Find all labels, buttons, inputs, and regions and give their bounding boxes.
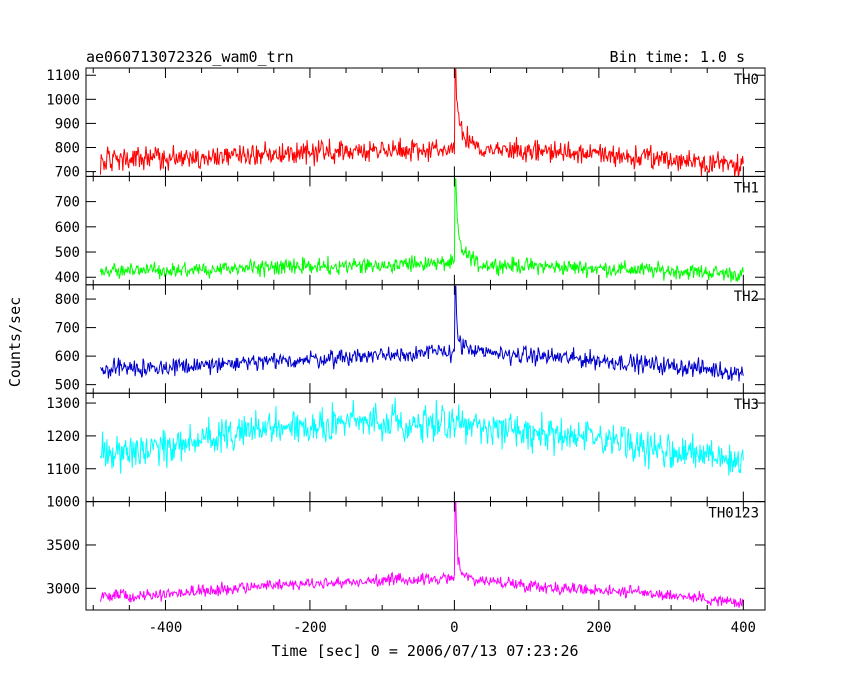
y-tick-label: 1100	[46, 68, 80, 84]
panel-th3: 1000 1100 1200 1300 TH3	[46, 392, 766, 511]
y-tick-label: 1300	[46, 396, 80, 412]
y-tick-label: 700	[55, 195, 80, 211]
y-tick-label: 500	[55, 378, 80, 394]
y-tick-label: 800	[55, 140, 80, 156]
panel-label-th0: TH0	[734, 72, 759, 88]
panel-th0123: 3000 3500 TH0123	[46, 501, 766, 611]
y-tick-label: 800	[55, 292, 80, 308]
y-tick-label: 3000	[46, 581, 80, 597]
y-tick-label: 600	[55, 349, 80, 365]
y-tick-label: 1000	[46, 92, 80, 108]
series-line-th1	[99, 178, 744, 283]
x-axis-label: Time [sec] 0 = 2006/07/13 07:23:26	[271, 642, 578, 660]
x-tick-label: 400	[731, 620, 756, 636]
y-tick-label: 600	[55, 220, 80, 236]
panel-th0: 700 800 900 1000 1100 TH0	[46, 67, 766, 181]
x-tick-label: -400	[149, 620, 183, 636]
panel-frame	[85, 501, 766, 611]
y-tick-label: 1000	[46, 495, 80, 511]
x-tick-label: 0	[450, 620, 458, 636]
bin-time-label: Bin time: 1.0 s	[610, 48, 745, 66]
y-tick-label: 1100	[46, 462, 80, 478]
panel-label-th1: TH1	[734, 180, 759, 196]
y-tick-label: 700	[55, 321, 80, 337]
y-tick-label: 900	[55, 116, 80, 132]
y-tick-label: 1200	[46, 429, 80, 445]
y-tick-label: 500	[55, 245, 80, 261]
y-tick-label: 400	[55, 270, 80, 286]
series-line-th0	[99, 68, 744, 177]
panel-th2: 500 600 700 800 TH2	[55, 284, 766, 394]
x-tick-label: 200	[586, 620, 611, 636]
y-tick-label: 700	[55, 165, 80, 181]
series-line-th3	[99, 397, 744, 476]
object-title: ae060713072326_wam0_trn	[86, 48, 294, 66]
panel-label-th3: TH3	[734, 397, 759, 413]
panel-label-th2: TH2	[734, 289, 759, 305]
panel-th1: 400 500 600 700 TH1	[55, 175, 766, 286]
panels-group: 700 800 900 1000 1100 TH0 400 500 600 700 TH1 500 60…	[46, 67, 766, 636]
series-line-th0123	[99, 501, 744, 608]
y-tick-label: 3500	[46, 538, 80, 554]
panel-frame	[85, 284, 766, 394]
panel-label-th0123: TH0123	[708, 506, 759, 522]
y-axis-label: Counts/sec	[6, 297, 24, 387]
x-tick-label: -200	[293, 620, 327, 636]
series-line-th2	[100, 285, 744, 382]
